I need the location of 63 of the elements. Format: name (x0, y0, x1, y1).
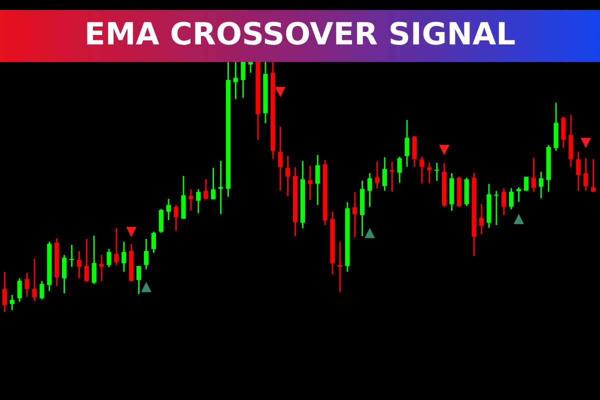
candlestick (99, 254, 104, 282)
candlestick (584, 158, 588, 192)
point (364, 228, 375, 238)
candlestick (397, 156, 402, 184)
candlestick (69, 244, 74, 268)
candlestick (568, 114, 574, 168)
candlestick (76, 250, 82, 279)
candlestick (248, 62, 253, 74)
point (126, 226, 137, 238)
candlestick (531, 157, 536, 192)
point (141, 282, 152, 292)
candlestick (338, 241, 342, 293)
candlestick (286, 155, 290, 197)
candlestick (278, 126, 283, 192)
candlestick (315, 154, 320, 206)
point (580, 138, 591, 148)
point (514, 214, 524, 224)
candlestick (196, 188, 201, 214)
candlestick (382, 156, 387, 192)
candlestick (32, 258, 37, 302)
candlestick (40, 280, 44, 300)
candlestick (434, 162, 440, 182)
candlestick (188, 188, 194, 212)
candlestick (136, 265, 142, 295)
candlestick (494, 190, 499, 226)
candlestick (390, 161, 394, 192)
candlestick (211, 167, 216, 200)
chart-title: EMA CROSSOVER SIGNAL (87, 22, 515, 45)
candlestick (427, 162, 432, 184)
candlestick (404, 119, 410, 168)
candlestick (174, 204, 178, 232)
candlestick (122, 241, 126, 272)
candlestick (62, 254, 67, 294)
candlestick (144, 238, 149, 270)
candlestick (17, 278, 22, 302)
candlestick (374, 161, 380, 189)
candlestick (412, 135, 417, 168)
candlestick (158, 208, 164, 234)
candlestick (233, 62, 238, 100)
candlestick (502, 188, 506, 216)
point (439, 144, 450, 156)
candlestick (181, 175, 186, 220)
candlestick (24, 272, 30, 298)
point (275, 86, 286, 98)
candlestick (479, 203, 484, 235)
candlestick (106, 248, 112, 268)
candlestick (10, 294, 14, 311)
candlestick (561, 116, 566, 148)
candlestick (151, 231, 156, 254)
candlestick (538, 171, 544, 199)
candlestick (92, 235, 96, 285)
candlestick (420, 156, 424, 184)
candlestick (2, 271, 8, 313)
candlestick (204, 178, 208, 200)
candlestick (509, 188, 514, 210)
candlestick (240, 62, 246, 98)
candlestick (352, 192, 358, 238)
candlestick (166, 198, 171, 221)
candlestick (84, 238, 89, 282)
candlestick (576, 151, 581, 192)
candlestick (367, 172, 372, 208)
candlestick (308, 165, 312, 201)
candlestick (114, 228, 119, 266)
